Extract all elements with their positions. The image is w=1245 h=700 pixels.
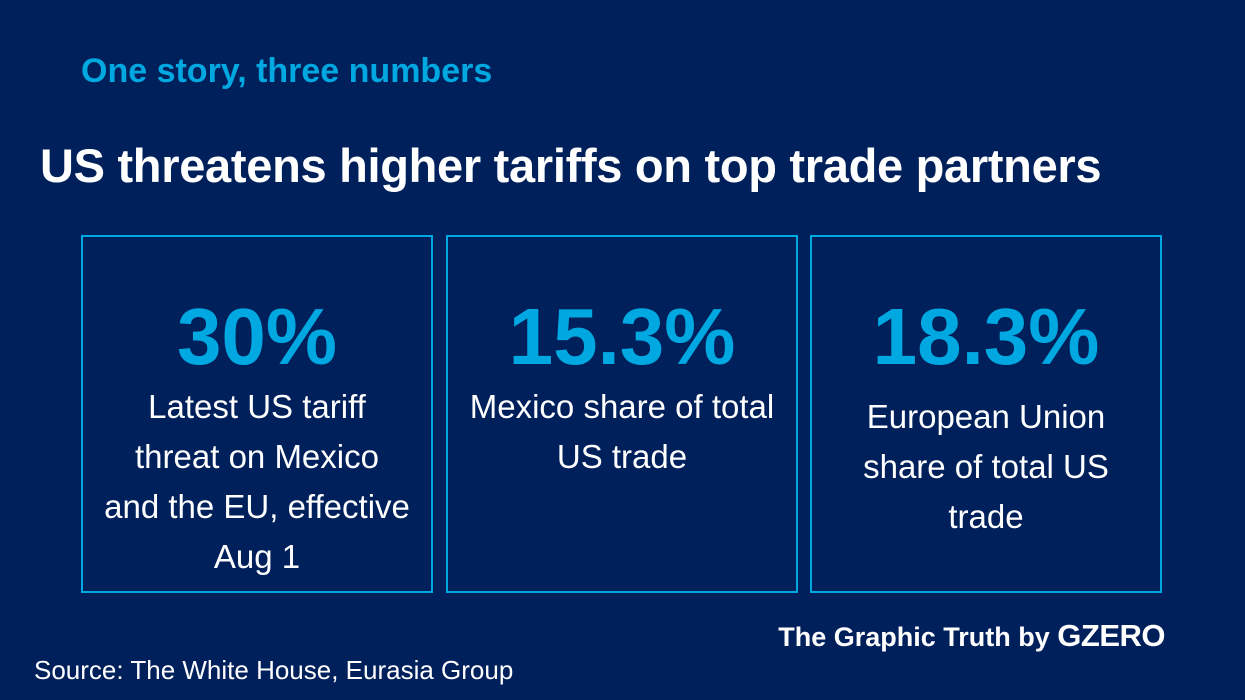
- gzero-logo: GZERO: [1057, 618, 1165, 653]
- brand-credit: The Graphic Truth by GZERO: [778, 618, 1165, 654]
- stat-card-eu: 18.3% European Union share of total US t…: [810, 235, 1162, 593]
- kicker: One story, three numbers: [81, 52, 493, 90]
- stat-description: Latest US tariff threat on Mexico and th…: [104, 388, 410, 575]
- stat-description: Mexico share of total US trade: [469, 388, 775, 475]
- stat-card-mexico: 15.3% Mexico share of total US trade: [446, 235, 798, 593]
- source-note: Source: The White House, Eurasia Group: [34, 655, 514, 685]
- brand-prefix: The Graphic Truth by: [778, 622, 1050, 652]
- stat-value: 30%: [176, 292, 338, 381]
- stat-value: 18.3%: [872, 292, 1100, 381]
- stat-card-tariff: 30% Latest US tariff threat on Mexico an…: [81, 235, 433, 593]
- page-title: US threatens higher tariffs on top trade…: [40, 139, 1102, 192]
- stat-description: European Union share of total US trade: [863, 398, 1109, 535]
- stat-value: 15.3%: [508, 292, 736, 381]
